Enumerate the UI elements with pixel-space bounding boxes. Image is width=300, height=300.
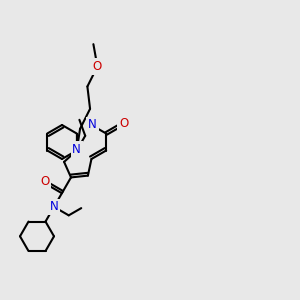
Text: N: N: [72, 143, 81, 156]
Text: O: O: [119, 117, 128, 130]
Text: N: N: [88, 118, 97, 131]
Text: O: O: [93, 60, 102, 73]
Text: O: O: [40, 176, 50, 188]
Text: N: N: [50, 200, 58, 213]
